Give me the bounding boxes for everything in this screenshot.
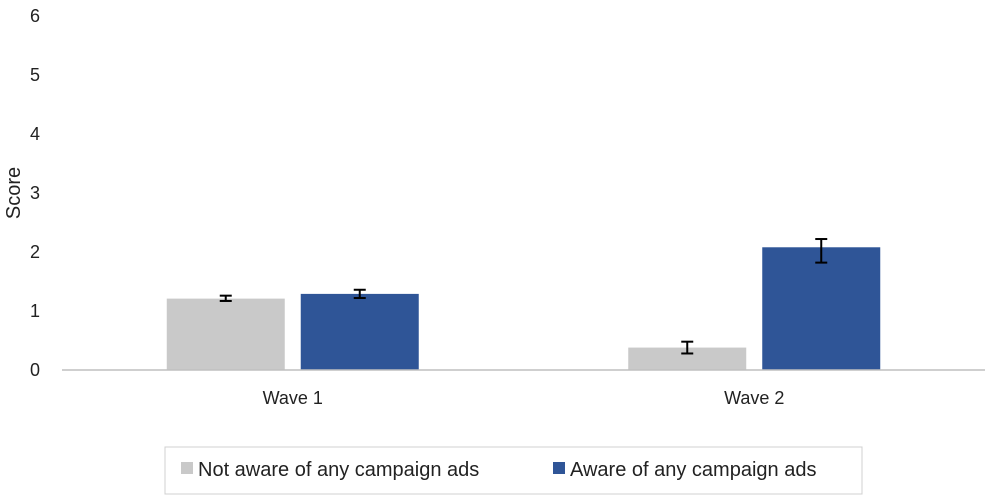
y-tick-label: 5 <box>30 65 40 85</box>
y-tick-label: 1 <box>30 301 40 321</box>
legend-swatch-aware <box>553 462 565 474</box>
y-tick-label: 3 <box>30 183 40 203</box>
error-bar-aware-2 <box>815 238 828 264</box>
y-tick-label: 6 <box>30 6 40 26</box>
bar-aware-2 <box>762 247 881 370</box>
x-axis-labels: Wave 1 Wave 2 <box>263 388 785 408</box>
legend-label-aware: Aware of any campaign ads <box>570 459 816 481</box>
legend-swatch-not-aware <box>181 462 193 474</box>
legend-border <box>164 446 863 495</box>
x-tick-label: Wave 2 <box>724 388 784 408</box>
bars-group <box>166 247 881 370</box>
x-tick-label: Wave 1 <box>263 388 323 408</box>
y-tick-label: 2 <box>30 242 40 262</box>
y-axis-title: Score <box>3 167 25 219</box>
y-tick-label: 4 <box>30 124 40 144</box>
error-bars-group <box>219 238 828 355</box>
legend-label-not-aware: Not aware of any campaign ads <box>198 459 479 481</box>
error-bar-not-aware-1 <box>219 294 232 302</box>
error-bar-not-aware-2 <box>681 340 694 355</box>
y-axis-ticks: 0 1 2 3 4 5 6 <box>30 6 40 380</box>
bar-aware-1 <box>300 293 419 370</box>
bar-not-aware-1 <box>166 298 285 370</box>
error-bar-aware-1 <box>353 288 366 300</box>
bar-not-aware-2 <box>628 347 747 370</box>
y-tick-label: 0 <box>30 360 40 380</box>
legend: Not aware of any campaign ads Aware of an… <box>164 446 863 495</box>
